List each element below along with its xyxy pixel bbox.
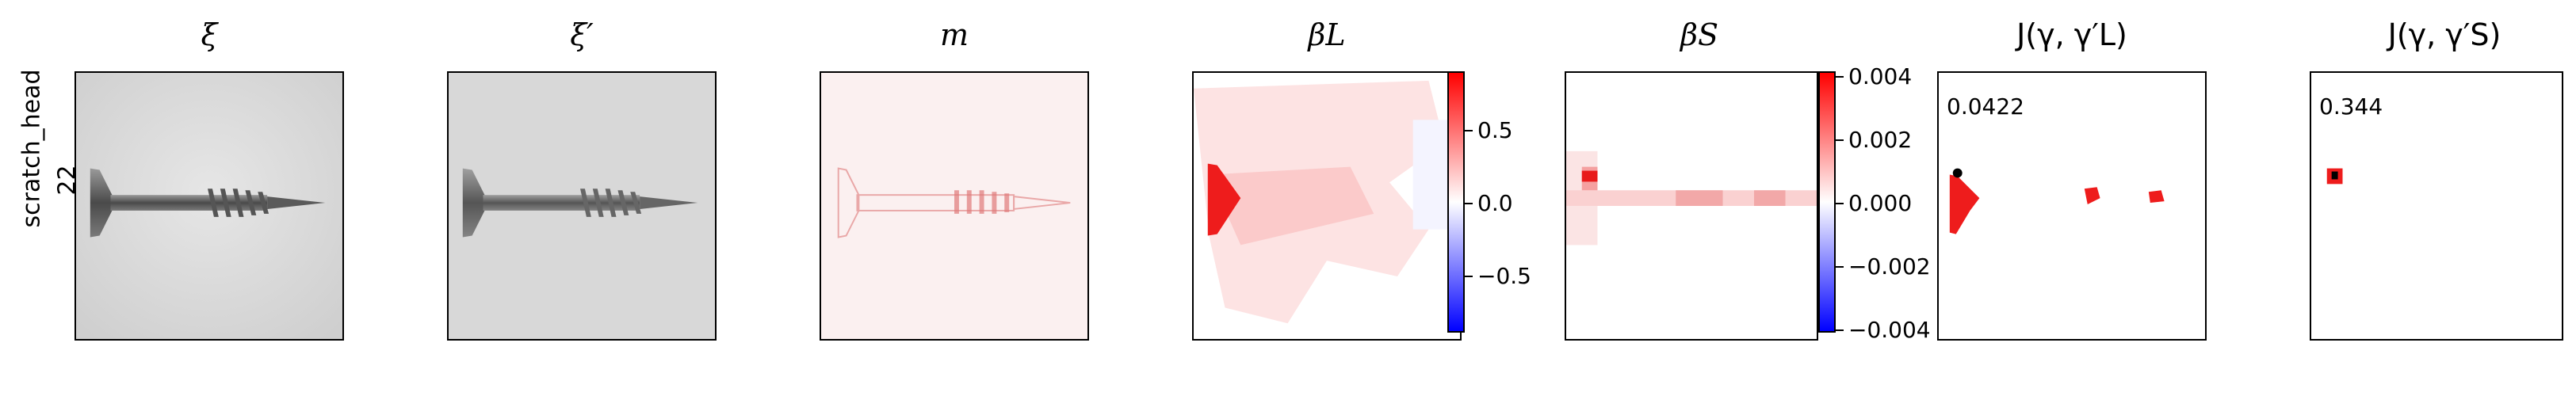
row-label: scratch_head 22: [0, 0, 82, 396]
row-label-category: scratch_head: [17, 69, 46, 228]
panel-title-J-S: J(γ, γ′S): [2387, 17, 2501, 52]
screw-image-reconstruction: [449, 73, 715, 339]
J-L-mask: [1939, 73, 2205, 339]
difference-map: [821, 73, 1087, 339]
panel-title-J-L: J(γ, γ′L): [2016, 17, 2127, 52]
panel-title-xi-prime: ξ′: [570, 17, 594, 52]
panel-J-S-image: [2310, 71, 2563, 341]
colorbar-beta-S-tick-2: 0.000: [1848, 190, 1913, 216]
panel-xi-image: [75, 71, 344, 341]
panel-title-beta-L: βL: [1308, 17, 1346, 52]
panel-title-m: m: [939, 17, 969, 52]
screw-image: [76, 73, 342, 339]
colorbar-beta-L-tick-2: −0.5: [1477, 263, 1531, 289]
panel-J-L-image: [1937, 71, 2207, 341]
J-S-value: 0.344: [2319, 93, 2383, 120]
beta-S-heatmap: [1566, 73, 1817, 339]
colorbar-beta-L: [1447, 71, 1465, 333]
panel-xi-prime-image: [447, 71, 717, 341]
colorbar-beta-S-tick-1: 0.002: [1848, 127, 1913, 153]
beta-L-heatmap: [1194, 73, 1460, 339]
colorbar-beta-S-tick-3: −0.002: [1848, 253, 1931, 280]
J-L-value: 0.0422: [1947, 93, 2024, 120]
panel-title-xi: ξ: [201, 17, 218, 52]
colorbar-beta-S: [1818, 71, 1836, 333]
colorbar-beta-S-tick-0: 0.004: [1848, 63, 1913, 89]
panel-beta-L-image: [1192, 71, 1462, 341]
J-S-mask: [2311, 73, 2562, 339]
panel-beta-S-image: [1565, 71, 1818, 341]
colorbar-beta-L-tick-0: 0.5: [1477, 117, 1513, 143]
panel-title-beta-S: βS: [1680, 17, 1718, 52]
colorbar-beta-S-tick-4: −0.004: [1848, 317, 1931, 343]
panel-m-image: [820, 71, 1089, 341]
colorbar-beta-L-tick-1: 0.0: [1477, 190, 1513, 216]
